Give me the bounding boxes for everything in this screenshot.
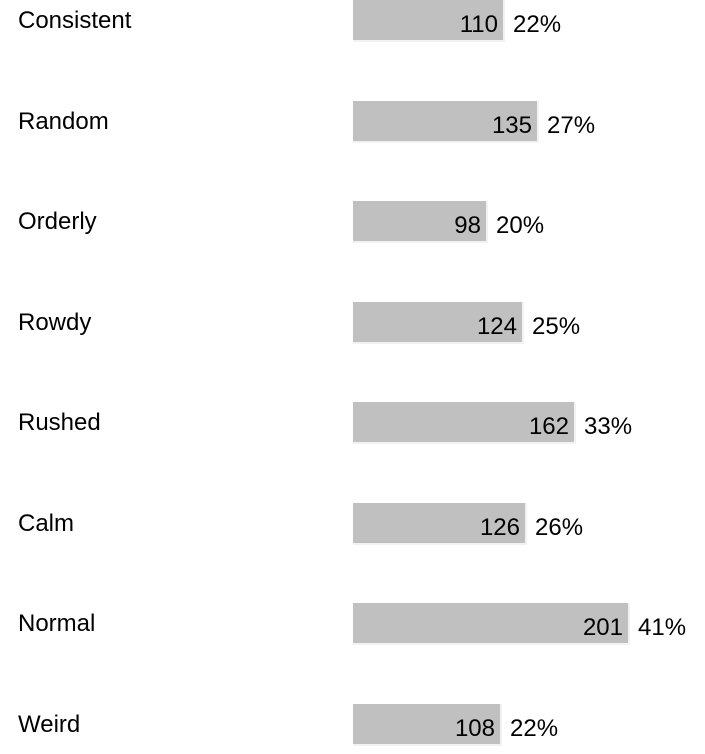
bar-percent-label: 22% xyxy=(513,11,562,38)
category-label: Consistent xyxy=(18,7,132,34)
category-label: Rowdy xyxy=(18,308,92,336)
bar-value-label: 108 xyxy=(454,714,495,742)
bar-row: Normal 201 41% xyxy=(0,603,705,645)
bar-row: Calm 126 26% xyxy=(0,502,705,545)
bar-percent-label: 41% xyxy=(638,614,687,641)
category-label: Weird xyxy=(18,710,81,738)
bar-value-label: 124 xyxy=(476,312,517,340)
category-label: Rushed xyxy=(18,409,101,436)
category-label: Random xyxy=(18,107,109,135)
bar-value-label: 98 xyxy=(454,212,481,239)
bar xyxy=(353,502,527,545)
bar-percent-label: 25% xyxy=(532,312,581,340)
bar-row: Rushed 162 33% xyxy=(0,402,705,444)
bar xyxy=(353,100,539,143)
bar-row: Orderly 98 20% xyxy=(0,201,705,243)
bar xyxy=(353,402,576,444)
bar xyxy=(353,603,630,645)
bar xyxy=(353,201,488,243)
category-label: Normal xyxy=(18,610,96,637)
bar-percent-label: 20% xyxy=(496,212,545,239)
bar-row: Rowdy 124 25% xyxy=(0,301,705,344)
bar xyxy=(353,301,524,344)
bar-value-label: 110 xyxy=(459,11,498,38)
bar-percent-label: 26% xyxy=(535,513,584,541)
bar-value-label: 201 xyxy=(582,614,623,641)
bar xyxy=(353,703,502,746)
bar-percent-label: 27% xyxy=(547,111,596,139)
bar-percent-label: 22% xyxy=(510,714,559,742)
bar-value-label: 126 xyxy=(479,513,520,541)
bar-value-label: 162 xyxy=(528,413,569,440)
bar-value-label: 135 xyxy=(491,111,532,139)
category-label: Calm xyxy=(18,509,75,537)
bar-row: Random 135 27% xyxy=(0,100,705,143)
bar-row: Weird 108 22% xyxy=(0,703,705,746)
bar-row: Consistent 110 22% xyxy=(0,0,705,42)
category-label: Orderly xyxy=(18,208,97,235)
bar-percent-label: 33% xyxy=(584,413,633,440)
bar xyxy=(353,0,505,42)
